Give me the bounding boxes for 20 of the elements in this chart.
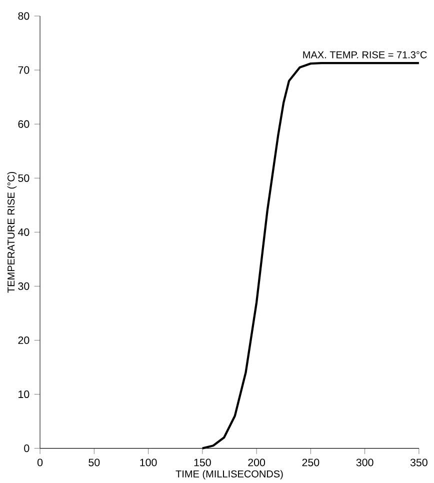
- annotation: MAX. TEMP. RISE = 71.3°C: [303, 51, 427, 58]
- y-axis-title: TEMPERATURE RISE (°C): [7, 172, 17, 293]
- x-tick-label: 300: [356, 458, 374, 466]
- x-tick-label: 250: [302, 458, 320, 466]
- y-tick-label: 0: [24, 444, 30, 452]
- y-tick-label: 80: [18, 12, 30, 20]
- x-tick-label: 200: [248, 458, 266, 466]
- x-tick-label: 150: [194, 458, 212, 466]
- x-tick-label: 350: [410, 458, 428, 466]
- x-tick-label: 0: [38, 458, 43, 466]
- y-tick-label: 10: [18, 390, 30, 398]
- y-tick-label: 50: [18, 174, 30, 182]
- y-tick-label: 20: [18, 336, 30, 344]
- x-axis-title: TIME (MILLISECONDS): [176, 470, 283, 480]
- y-tick-label: 70: [18, 66, 30, 74]
- y-tick-label: 30: [18, 282, 30, 290]
- x-tick-label: 100: [140, 458, 157, 466]
- y-tick-label: 40: [18, 228, 30, 236]
- y-tick-label: 60: [18, 120, 30, 128]
- x-tick-label: 50: [88, 458, 100, 466]
